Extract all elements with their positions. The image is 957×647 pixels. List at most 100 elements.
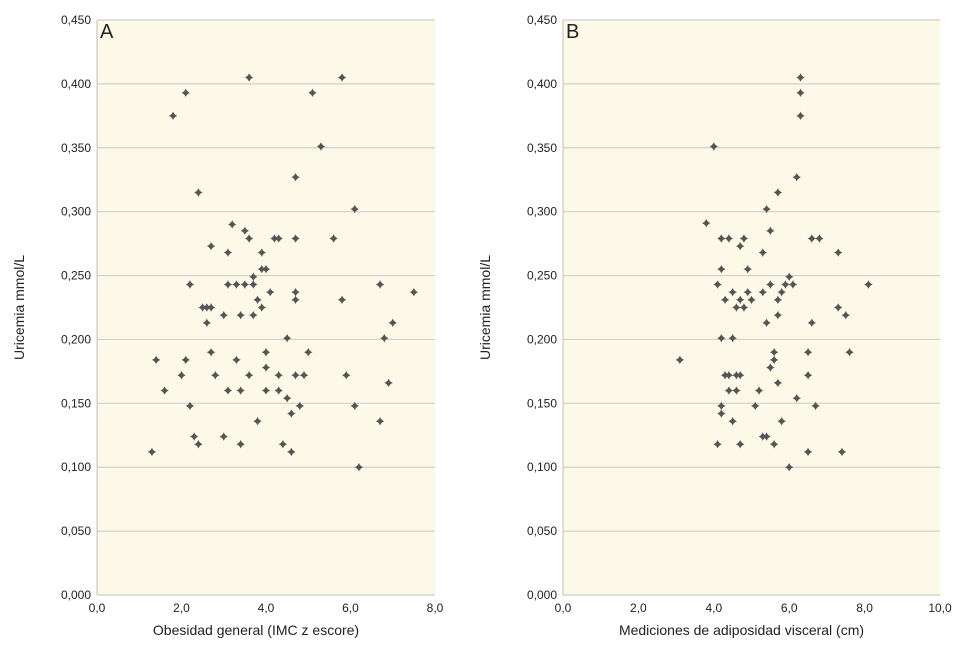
data-point-core bbox=[276, 236, 282, 241]
x-tick-label: 0,0 bbox=[89, 601, 106, 615]
data-point-core bbox=[749, 297, 754, 303]
data-point-core bbox=[794, 395, 800, 401]
scatter-points-a bbox=[147, 73, 419, 472]
data-point-core bbox=[221, 434, 227, 439]
data-point-core bbox=[767, 228, 773, 234]
data-point-core bbox=[813, 403, 818, 409]
panel-label-b: B bbox=[566, 21, 579, 43]
panel-label-a: A bbox=[100, 21, 114, 43]
data-point-core bbox=[242, 282, 248, 287]
data-point-core bbox=[771, 349, 777, 355]
data-point-core bbox=[293, 174, 298, 180]
data-point-core bbox=[756, 388, 762, 393]
data-point-core bbox=[191, 434, 197, 439]
data-point-core bbox=[179, 372, 184, 378]
data-point-core bbox=[760, 250, 766, 255]
data-point-core bbox=[153, 357, 159, 363]
y-tick-label: 0,150 bbox=[61, 396, 91, 410]
data-point-core bbox=[771, 357, 777, 363]
scatter-points-b bbox=[675, 73, 873, 472]
data-point-core bbox=[726, 236, 732, 241]
y-tick-label: 0,450 bbox=[527, 13, 557, 27]
data-point-core bbox=[677, 357, 683, 363]
data-point-core bbox=[250, 312, 256, 318]
data-point-core bbox=[259, 250, 265, 255]
data-point-core bbox=[204, 305, 210, 310]
data-point-core bbox=[280, 441, 286, 447]
data-point-core bbox=[284, 395, 290, 401]
x-tick-label: 6,0 bbox=[781, 601, 798, 615]
data-point-core bbox=[250, 282, 256, 287]
data-point-core bbox=[246, 75, 252, 80]
data-point-core bbox=[779, 289, 785, 295]
data-point-core bbox=[263, 365, 269, 370]
gridlines-a bbox=[96, 19, 435, 596]
data-point-core bbox=[764, 206, 769, 212]
data-point-core bbox=[718, 335, 724, 341]
data-point-core bbox=[730, 418, 736, 424]
data-point-core bbox=[293, 372, 298, 378]
y-tick-label: 0,100 bbox=[527, 460, 557, 474]
data-point-core bbox=[786, 464, 792, 470]
data-point-core bbox=[225, 282, 231, 287]
plot-area-a bbox=[97, 20, 435, 595]
data-point-core bbox=[730, 289, 736, 295]
data-point-core bbox=[293, 289, 298, 295]
data-point-core bbox=[775, 297, 781, 303]
y-tick-label: 0,400 bbox=[527, 77, 557, 91]
data-point-core bbox=[234, 282, 239, 287]
data-point-core bbox=[196, 190, 201, 195]
data-point-core bbox=[718, 236, 724, 241]
y-tick-label: 0,100 bbox=[61, 460, 91, 474]
data-point-core bbox=[208, 243, 214, 249]
data-point-core bbox=[865, 282, 871, 287]
data-point-core bbox=[775, 312, 781, 318]
data-point-core bbox=[730, 335, 736, 341]
data-point-core bbox=[246, 372, 252, 378]
y-axis-title-a: Uricemia mmol/L bbox=[11, 255, 27, 360]
data-point-core bbox=[212, 372, 218, 378]
y-tick-label: 0,050 bbox=[527, 524, 557, 538]
data-point-core bbox=[411, 289, 417, 295]
data-point-core bbox=[259, 266, 265, 272]
data-point-core bbox=[737, 372, 743, 378]
data-point-core bbox=[288, 449, 294, 455]
data-point-core bbox=[377, 418, 383, 424]
data-point-core bbox=[238, 441, 244, 447]
x-axis-title-b: Mediciones de adiposidad visceral (cm) bbox=[619, 622, 864, 638]
data-point-core bbox=[339, 75, 345, 80]
data-point-core bbox=[741, 305, 747, 310]
data-point-core bbox=[816, 236, 822, 241]
data-point-core bbox=[783, 282, 788, 287]
y-axis-title-b: Uricemia mmol/L bbox=[477, 255, 493, 360]
data-point-core bbox=[288, 411, 294, 416]
data-point-core bbox=[238, 388, 244, 393]
data-point-core bbox=[339, 297, 345, 303]
data-point-core bbox=[775, 190, 781, 195]
y-tick-label: 0,350 bbox=[527, 141, 557, 155]
data-point-core bbox=[798, 90, 803, 96]
data-point-core bbox=[805, 449, 811, 455]
data-point-core bbox=[737, 297, 743, 303]
x-tick-labels-b: 0,0 2,0 4,0 6,0 8,0 10,0 bbox=[555, 601, 952, 615]
data-point-core bbox=[208, 305, 214, 310]
data-point-core bbox=[208, 349, 214, 355]
data-point-core bbox=[764, 320, 769, 326]
data-point-core bbox=[318, 144, 324, 149]
data-point-core bbox=[221, 312, 227, 318]
data-point-core bbox=[356, 464, 362, 470]
data-point-core bbox=[386, 380, 391, 386]
data-point-core bbox=[734, 388, 739, 393]
data-point-core bbox=[722, 297, 728, 303]
data-point-core bbox=[734, 305, 739, 310]
data-point-core bbox=[276, 388, 282, 393]
data-point-core bbox=[293, 236, 298, 241]
data-point-core bbox=[798, 75, 803, 80]
data-point-core bbox=[718, 411, 724, 416]
data-point-core bbox=[798, 113, 803, 119]
data-point-core bbox=[715, 282, 720, 287]
y-tick-label: 0,450 bbox=[61, 13, 91, 27]
y-tick-label: 0,250 bbox=[527, 269, 557, 283]
panel-a: 0,000 0,050 0,100 0,150 0,200 0,250 0,300 0,350… bbox=[11, 13, 444, 638]
